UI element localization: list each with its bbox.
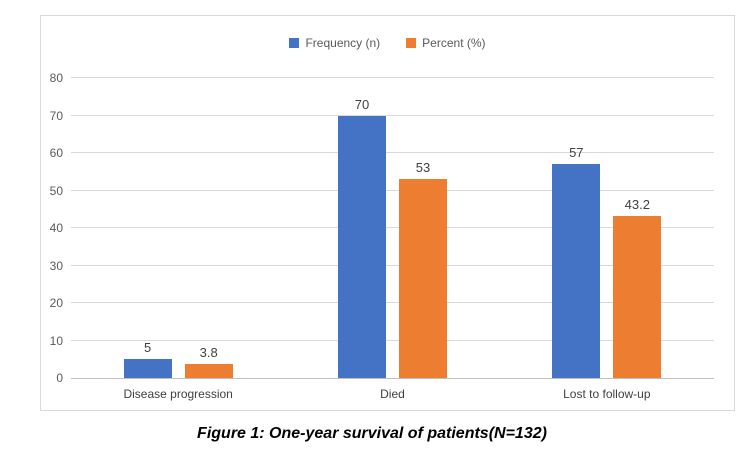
bar-frequency: 57: [552, 145, 601, 378]
plot-area: 0 10 20 30 40 50 60 70 80 5 3.8 70 53 57 43.2: [50, 72, 714, 384]
y-tick-label: 70: [49, 108, 63, 123]
gridline: [71, 114, 714, 116]
x-axis-category-labels: Disease progression Died Lost to follow-up: [71, 387, 714, 401]
legend-swatch-icon: [406, 38, 417, 48]
gridline: [71, 264, 714, 266]
bar-groups: 5 3.8 70 53 57 43.2: [71, 78, 714, 378]
bar-value-label: 3.8: [199, 344, 218, 360]
chart-container: Frequency (n) Percent (%) 0 10 20 30 40 50 60 70…: [40, 15, 735, 411]
bar-value-label: 53: [415, 160, 431, 176]
bar-group: 5 3.8: [71, 78, 285, 378]
y-tick-label: 0: [56, 371, 63, 385]
bar-percent: 43.2: [613, 197, 662, 378]
bar-frequency: 5: [123, 340, 172, 378]
gridline: [71, 302, 714, 303]
y-tick-label: 30: [49, 258, 63, 273]
figure-caption: Figure 1: One-year survival of patients(…: [197, 425, 547, 442]
bar-value-label: 43.2: [624, 197, 650, 212]
y-tick-label: 50: [49, 183, 63, 198]
gridline: [71, 77, 714, 78]
x-category-label: Died: [380, 387, 405, 401]
bar-percent: 3.8: [184, 345, 233, 378]
y-tick-label: 20: [49, 296, 63, 310]
legend-item-percent: Percent (%): [406, 36, 486, 50]
legend-item-frequency: Frequency (n): [289, 36, 380, 50]
bar-value-label: 70: [354, 96, 370, 112]
y-tick-label: 10: [49, 333, 63, 348]
bar-group: 57 43.2: [500, 78, 714, 378]
legend-label: Percent (%): [422, 36, 486, 50]
bar-frequency: 70: [337, 97, 386, 378]
gridline: [71, 339, 714, 341]
gridline: [71, 189, 714, 191]
bar-value-label: 5: [144, 340, 152, 356]
chart-legend: Frequency (n) Percent (%): [41, 36, 734, 50]
bar-value-label: 57: [569, 145, 584, 161]
y-tick-label: 80: [49, 71, 63, 85]
gridline: [71, 152, 714, 153]
bar-group: 70 53: [285, 78, 499, 378]
legend-swatch-icon: [289, 38, 300, 48]
y-tick-label: 40: [49, 221, 63, 235]
gridline: [71, 227, 714, 228]
x-category-label: Disease progression: [123, 387, 233, 401]
y-tick-label: 60: [49, 146, 63, 160]
legend-label: Frequency (n): [305, 36, 381, 50]
x-category-label: Lost to follow-up: [563, 387, 651, 401]
bar-percent: 53: [398, 160, 447, 378]
